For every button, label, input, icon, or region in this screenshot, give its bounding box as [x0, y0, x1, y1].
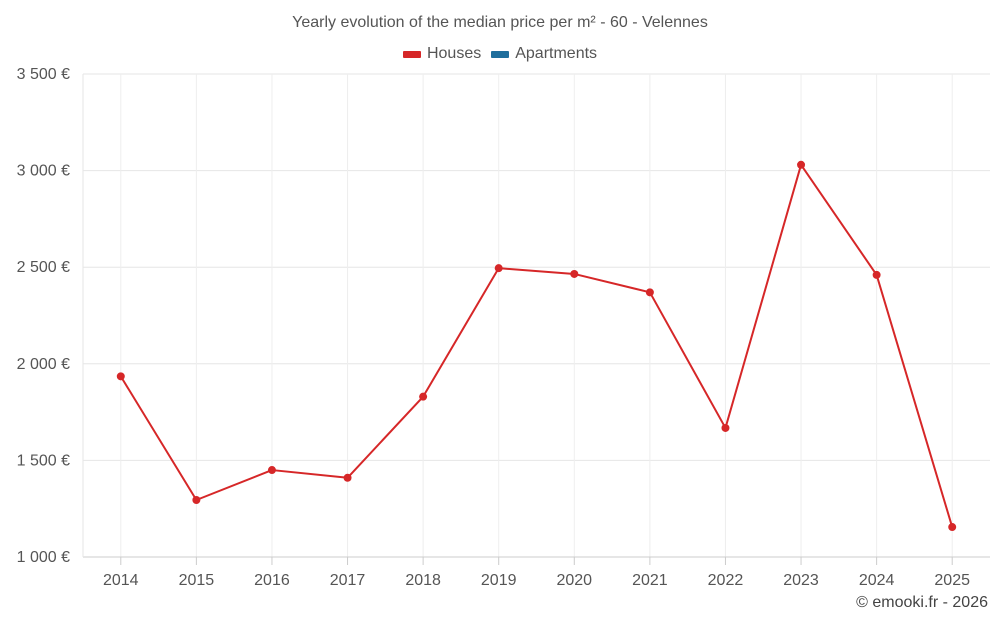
x-tick-label: 2024 — [859, 572, 895, 589]
x-tick-label: 2017 — [330, 572, 366, 589]
data-point-houses — [267, 466, 276, 475]
data-point-houses — [797, 160, 806, 169]
legend: Houses Apartments — [0, 45, 1000, 63]
legend-item-apartments[interactable]: Apartments — [491, 45, 597, 63]
credit-text: © emooki.fr - 2026 — [856, 594, 988, 611]
y-tick-label: 2 500 € — [17, 259, 70, 276]
x-tick-label: 2016 — [254, 572, 290, 589]
series-line-houses — [119, 163, 954, 528]
data-point-houses — [116, 372, 125, 381]
legend-swatch-apartments — [491, 50, 510, 58]
legend-label-apartments: Apartments — [515, 45, 598, 62]
data-point-houses — [494, 264, 503, 273]
x-tick-label: 2018 — [405, 572, 441, 589]
y-tick-label: 1 500 € — [17, 452, 70, 469]
x-tick-label: 2021 — [632, 572, 668, 589]
x-tick-label: 2014 — [103, 572, 139, 589]
x-tick-label: 2025 — [934, 572, 970, 589]
legend-swatch-houses — [402, 50, 421, 58]
data-point-houses — [645, 288, 654, 297]
x-tick-label: 2023 — [783, 572, 819, 589]
y-tick-label: 3 000 € — [17, 163, 70, 180]
x-tick-label: 2015 — [179, 572, 215, 589]
data-point-houses — [570, 269, 579, 278]
data-point-houses — [872, 270, 881, 279]
data-point-houses — [192, 496, 201, 505]
legend-item-houses[interactable]: Houses — [402, 45, 482, 63]
data-point-houses — [343, 473, 352, 482]
legend-label-houses: Houses — [426, 45, 482, 62]
data-point-houses — [721, 423, 730, 432]
x-tick-label: 2022 — [708, 572, 744, 589]
x-tick-label: 2020 — [556, 572, 592, 589]
data-point-houses — [419, 392, 428, 401]
y-tick-label: 3 500 € — [17, 66, 70, 83]
chart-title: Yearly evolution of the median price per… — [292, 14, 708, 31]
data-point-houses — [948, 523, 957, 532]
y-tick-label: 1 000 € — [17, 549, 70, 566]
y-tick-label: 2 000 € — [17, 356, 70, 373]
x-tick-label: 2019 — [481, 572, 517, 589]
